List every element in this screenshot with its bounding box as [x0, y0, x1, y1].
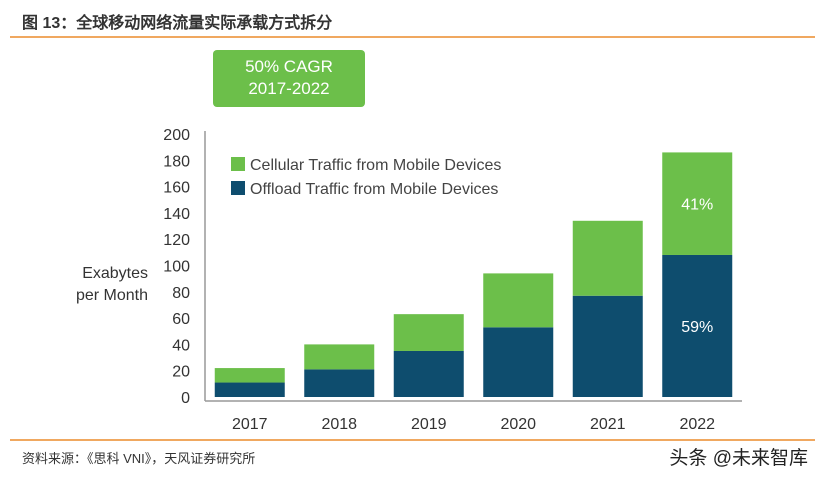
y-tick-label: 80: [172, 285, 190, 302]
cagr-rate: 50% CAGR: [245, 57, 333, 76]
bar-2017-offload: [214, 382, 285, 397]
legend-swatch: [231, 181, 245, 195]
bar-2022-cellular: [662, 152, 733, 255]
title-divider: [10, 36, 815, 38]
bar-2020-cellular: [483, 273, 554, 328]
cagr-period: 2017-2022: [248, 79, 330, 98]
cagr-box: 50% CAGR 2017-2022: [213, 50, 365, 107]
y-tick-label: 100: [163, 259, 190, 276]
y-tick-label: 120: [163, 232, 190, 249]
bar-2021-offload: [572, 295, 643, 397]
y-tick-label: 0: [181, 390, 190, 407]
data-label: 41%: [681, 197, 713, 214]
bar-2021-cellular: [572, 220, 643, 296]
x-tick-label: 2017: [232, 416, 268, 433]
y-tick-label: 180: [163, 153, 190, 170]
bar-2019-offload: [393, 350, 464, 397]
bar-2022-offload: [662, 254, 733, 397]
watermark: 头条 @未来智库: [669, 448, 808, 469]
y-tick-label: 160: [163, 180, 190, 197]
bar-2018-cellular: [304, 344, 375, 370]
y-tick-label: 40: [172, 337, 190, 354]
x-tick-label: 2018: [321, 416, 357, 433]
bar-2019-cellular: [393, 314, 464, 351]
bar-2017-cellular: [214, 368, 285, 383]
y-tick-label: 20: [172, 364, 190, 381]
x-tick-label: 2021: [590, 416, 626, 433]
bar-2018-offload: [304, 369, 375, 397]
footer-divider: [10, 439, 815, 441]
data-label: 59%: [681, 319, 713, 336]
x-tick-label: 2020: [500, 416, 536, 433]
figure-title: 图 13：全球移动网络流量实际承载方式拆分: [22, 15, 333, 32]
legend-swatch: [231, 157, 245, 171]
legend-label: Cellular Traffic from Mobile Devices: [250, 157, 501, 174]
x-tick-label: 2022: [679, 416, 715, 433]
bar-2020-offload: [483, 327, 554, 397]
x-tick-label: 2019: [411, 416, 447, 433]
source-note: 资料来源：《思科 VNI》，天风证券研究所: [22, 451, 256, 466]
y-tick-label: 200: [163, 127, 190, 144]
y-tick-label: 60: [172, 311, 190, 328]
legend-label: Offload Traffic from Mobile Devices: [250, 181, 498, 198]
y-tick-label: 140: [163, 206, 190, 223]
y-axis-label: Exabytes per Month: [75, 265, 148, 304]
